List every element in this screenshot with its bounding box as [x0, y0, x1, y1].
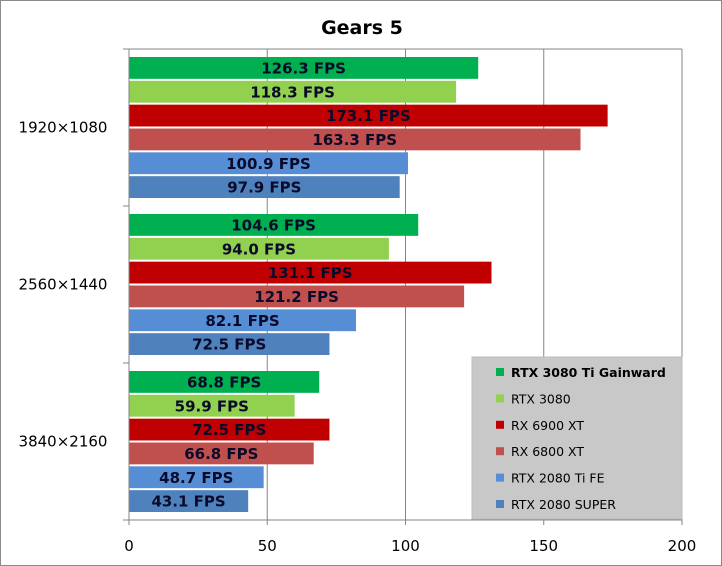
bar	[129, 371, 320, 393]
axes: 0 50 100 150 200 1920×1080 2560×1440 3840×2160	[19, 48, 697, 555]
chart-title: Gears 5	[321, 17, 403, 39]
x-tick-label: 150	[529, 537, 558, 555]
legend: RTX 3080 Ti Gainward RTX 3080 RX 6900 XT RX…	[471, 356, 683, 520]
bar-value-label: 97.9 FPS	[227, 179, 301, 197]
bar-value-label: 43.1 FPS	[151, 493, 225, 511]
bar-value-label: 68.8 FPS	[187, 373, 261, 391]
legend-label: RX 6800 XT	[511, 444, 584, 459]
bar-value-label: 82.1 FPS	[205, 312, 279, 330]
bar	[129, 309, 357, 332]
legend-box	[471, 356, 683, 520]
bar	[129, 80, 457, 103]
legend-label: RTX 3080	[511, 391, 571, 406]
bar-value-label: 94.0 FPS	[222, 240, 296, 258]
category-label: 2560×1440	[19, 276, 108, 294]
bar-value-label: 118.3 FPS	[250, 83, 335, 101]
bar-value-label: 72.5 FPS	[192, 421, 266, 439]
x-tick-label: 200	[668, 537, 697, 555]
bar-value-label: 104.6 FPS	[231, 216, 316, 234]
bar	[129, 152, 408, 175]
legend-label: RX 6900 XT	[511, 418, 584, 433]
bar-value-label: 48.7 FPS	[159, 469, 233, 487]
bar	[129, 214, 419, 236]
bar	[129, 285, 465, 308]
bar-value-label: 100.9 FPS	[226, 155, 311, 173]
bar	[129, 176, 400, 198]
legend-swatch	[496, 473, 504, 482]
bar	[129, 333, 330, 355]
legend-label: RTX 3080 Ti Gainward	[511, 365, 666, 380]
bar	[129, 237, 389, 260]
x-tick-label: 0	[124, 537, 134, 555]
bar	[129, 394, 295, 417]
bar	[129, 104, 608, 127]
bar-value-label: 66.8 FPS	[184, 445, 258, 463]
legend-swatch	[496, 447, 504, 456]
bar-value-label: 121.2 FPS	[254, 288, 339, 306]
category-label: 3840×2160	[19, 433, 108, 451]
bar-value-label: 59.9 FPS	[175, 397, 249, 415]
bars: 126.3 FPS 118.3 FPS 173.1 FPS 163.3 FPS100.…	[129, 57, 608, 512]
bar	[129, 261, 492, 284]
bar-value-label: 163.3 FPS	[312, 131, 397, 149]
legend-swatch	[496, 500, 504, 508]
legend-swatch	[496, 394, 504, 403]
x-tick-label: 100	[391, 537, 420, 555]
bar	[129, 442, 314, 465]
bar	[129, 128, 581, 151]
category-label: 1920×1080	[19, 119, 108, 137]
bar	[129, 418, 330, 441]
bar-value-label: 72.5 FPS	[192, 336, 266, 354]
legend-swatch	[496, 368, 504, 376]
bar-value-label: 126.3 FPS	[261, 59, 346, 77]
legend-label: RTX 2080 Ti FE	[511, 471, 605, 486]
legend-swatch	[496, 420, 504, 429]
bar	[129, 490, 249, 512]
bar-value-label: 173.1 FPS	[326, 107, 411, 125]
legend-label: RTX 2080 SUPER	[511, 497, 616, 512]
bar	[129, 466, 264, 489]
bar	[129, 57, 479, 79]
bar-value-label: 131.1 FPS	[268, 264, 353, 282]
x-tick-label: 50	[258, 537, 277, 555]
